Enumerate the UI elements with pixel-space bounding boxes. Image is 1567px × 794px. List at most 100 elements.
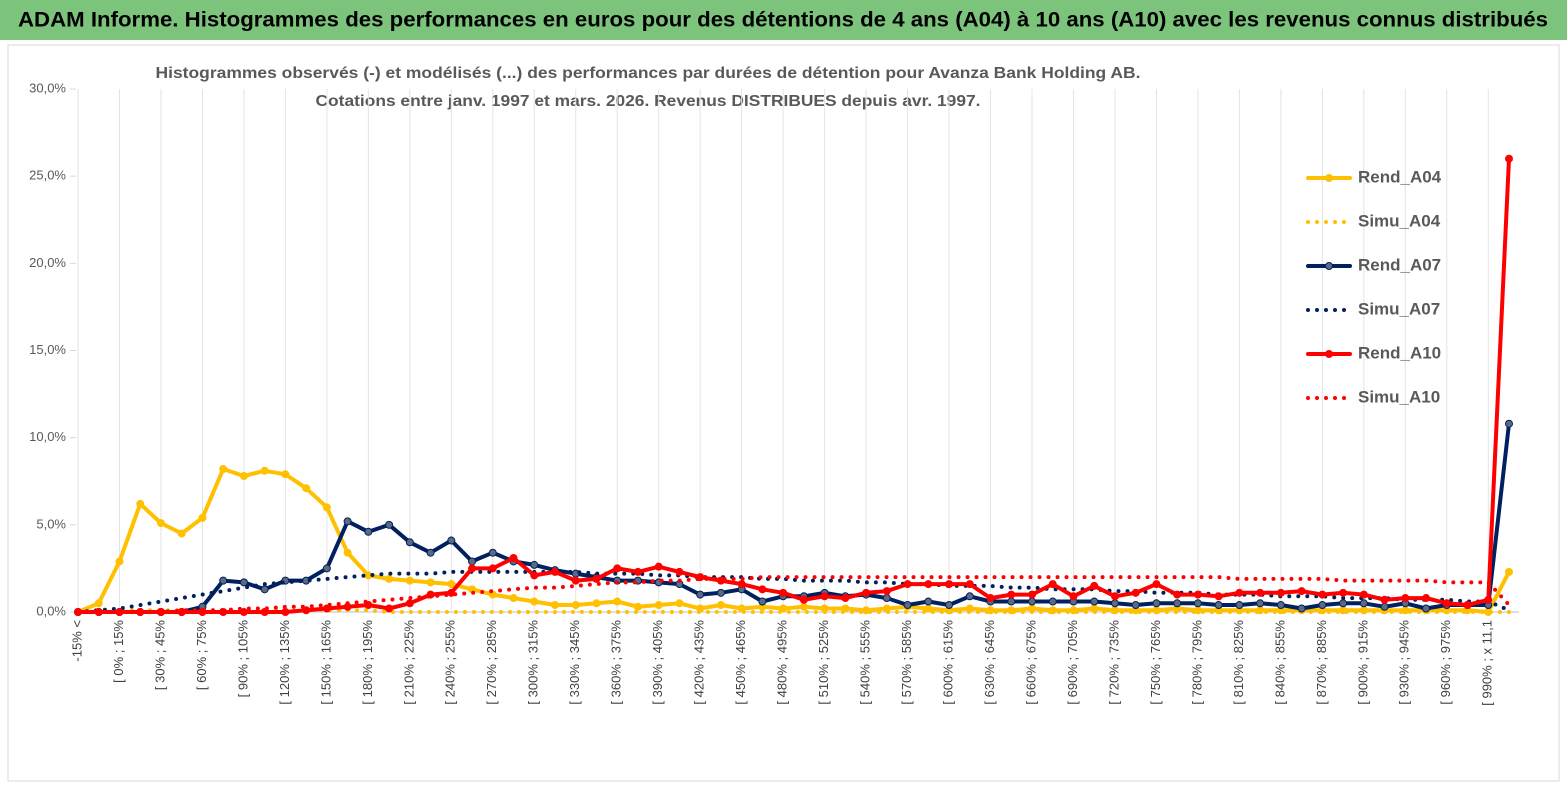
data-point xyxy=(1276,588,1285,597)
x-tick-label: [ 990% ; x 11,1 xyxy=(1480,620,1495,706)
data-point xyxy=(1090,581,1099,590)
data-point xyxy=(94,599,103,608)
x-tick-label: [ 930% ; 945% xyxy=(1397,620,1412,705)
data-point xyxy=(1505,154,1513,163)
x-tick-label: [ 570% ; 585% xyxy=(899,620,914,705)
data-point xyxy=(1007,597,1016,606)
data-point xyxy=(302,484,311,493)
data-point xyxy=(633,567,642,576)
data-point xyxy=(841,594,850,603)
legend-marker xyxy=(1325,350,1333,358)
x-tick-label: [ 480% ; 495% xyxy=(775,620,790,705)
data-point xyxy=(1256,599,1265,608)
data-point xyxy=(1505,567,1513,576)
data-point xyxy=(1193,590,1202,599)
data-point xyxy=(1048,580,1057,589)
data-point xyxy=(177,529,186,538)
data-point xyxy=(219,465,228,474)
data-point xyxy=(1359,590,1368,599)
data-point xyxy=(488,548,497,557)
data-point xyxy=(1442,599,1451,608)
chart-subtitle: Cotations entre janv. 1997 et mars. 2026… xyxy=(316,93,981,110)
data-point xyxy=(385,574,394,583)
legend-label: Simu_A10 xyxy=(1358,387,1440,406)
series-line xyxy=(76,156,1511,614)
data-point xyxy=(1214,601,1223,610)
data-point xyxy=(322,503,331,512)
data-point xyxy=(1173,599,1182,608)
data-point xyxy=(447,580,456,589)
data-point xyxy=(758,597,767,606)
data-point xyxy=(633,602,642,611)
data-point xyxy=(343,548,352,557)
data-point xyxy=(468,557,477,566)
data-point xyxy=(1028,597,1036,606)
data-point xyxy=(1048,597,1057,606)
x-tick-label: [ 870% ; 885% xyxy=(1314,620,1329,705)
data-point xyxy=(737,580,746,589)
data-point xyxy=(1110,599,1119,608)
data-point xyxy=(1069,592,1078,601)
legend-label: Rend_A07 xyxy=(1358,255,1441,274)
y-tick-label: 15,0% xyxy=(29,342,66,357)
data-point xyxy=(281,470,290,479)
data-point xyxy=(945,601,954,610)
x-tick-label: [ 30% ; 45% xyxy=(152,620,167,691)
data-point xyxy=(322,604,331,613)
data-point xyxy=(219,576,228,585)
data-point xyxy=(613,564,622,573)
chart-title: Histogrammes observés (-) et modélisés (… xyxy=(156,65,1141,82)
data-point xyxy=(488,564,497,573)
data-point xyxy=(799,602,808,611)
data-point xyxy=(820,592,829,601)
data-point xyxy=(1401,606,1410,615)
data-point xyxy=(385,604,394,613)
data-point xyxy=(1028,590,1036,599)
data-point xyxy=(551,567,559,576)
data-point xyxy=(1380,595,1389,604)
x-tick-label: [ 90% ; 105% xyxy=(235,620,250,698)
data-point xyxy=(924,597,933,606)
data-point xyxy=(1401,594,1410,603)
data-point xyxy=(1484,595,1493,604)
data-point xyxy=(1505,419,1513,428)
x-tick-label: [ 270% ; 285% xyxy=(484,620,499,705)
data-point xyxy=(758,585,767,594)
data-point xyxy=(115,557,124,566)
x-tick-label: [ 450% ; 465% xyxy=(733,620,748,705)
x-tick-label: [ 360% ; 375% xyxy=(609,620,624,705)
series-line xyxy=(76,467,1511,614)
data-point xyxy=(654,601,663,610)
data-point xyxy=(986,594,995,603)
data-point xyxy=(1110,592,1119,601)
legend-label: Simu_A04 xyxy=(1358,211,1441,230)
data-point xyxy=(965,592,974,601)
data-point xyxy=(1380,602,1389,611)
data-point xyxy=(613,597,622,606)
data-point xyxy=(1359,599,1368,608)
data-point xyxy=(924,580,933,589)
legend-marker xyxy=(1325,262,1333,270)
data-point xyxy=(1152,580,1161,589)
x-tick-label: [ 600% ; 615% xyxy=(940,620,955,705)
data-point xyxy=(924,604,933,613)
data-point xyxy=(468,564,477,573)
data-point xyxy=(592,599,601,608)
x-tick-label: [ 300% ; 315% xyxy=(526,620,541,705)
data-point xyxy=(882,587,891,596)
x-tick-label: [ 510% ; 525% xyxy=(816,620,831,705)
data-point xyxy=(862,588,871,597)
data-point xyxy=(385,520,394,529)
data-point xyxy=(343,517,352,526)
data-point xyxy=(592,574,601,583)
data-point xyxy=(1173,590,1182,599)
x-tick-label: [ 0% ; 15% xyxy=(111,620,126,683)
data-point xyxy=(364,527,373,536)
x-tick-label: [ 630% ; 645% xyxy=(982,620,997,705)
data-point xyxy=(1131,588,1140,597)
data-point xyxy=(716,588,725,597)
y-tick-label: 30,0% xyxy=(29,80,66,95)
data-point xyxy=(551,601,559,610)
x-tick-label: [ 540% ; 555% xyxy=(858,620,873,705)
x-tick-label: [ 750% ; 765% xyxy=(1148,620,1163,705)
